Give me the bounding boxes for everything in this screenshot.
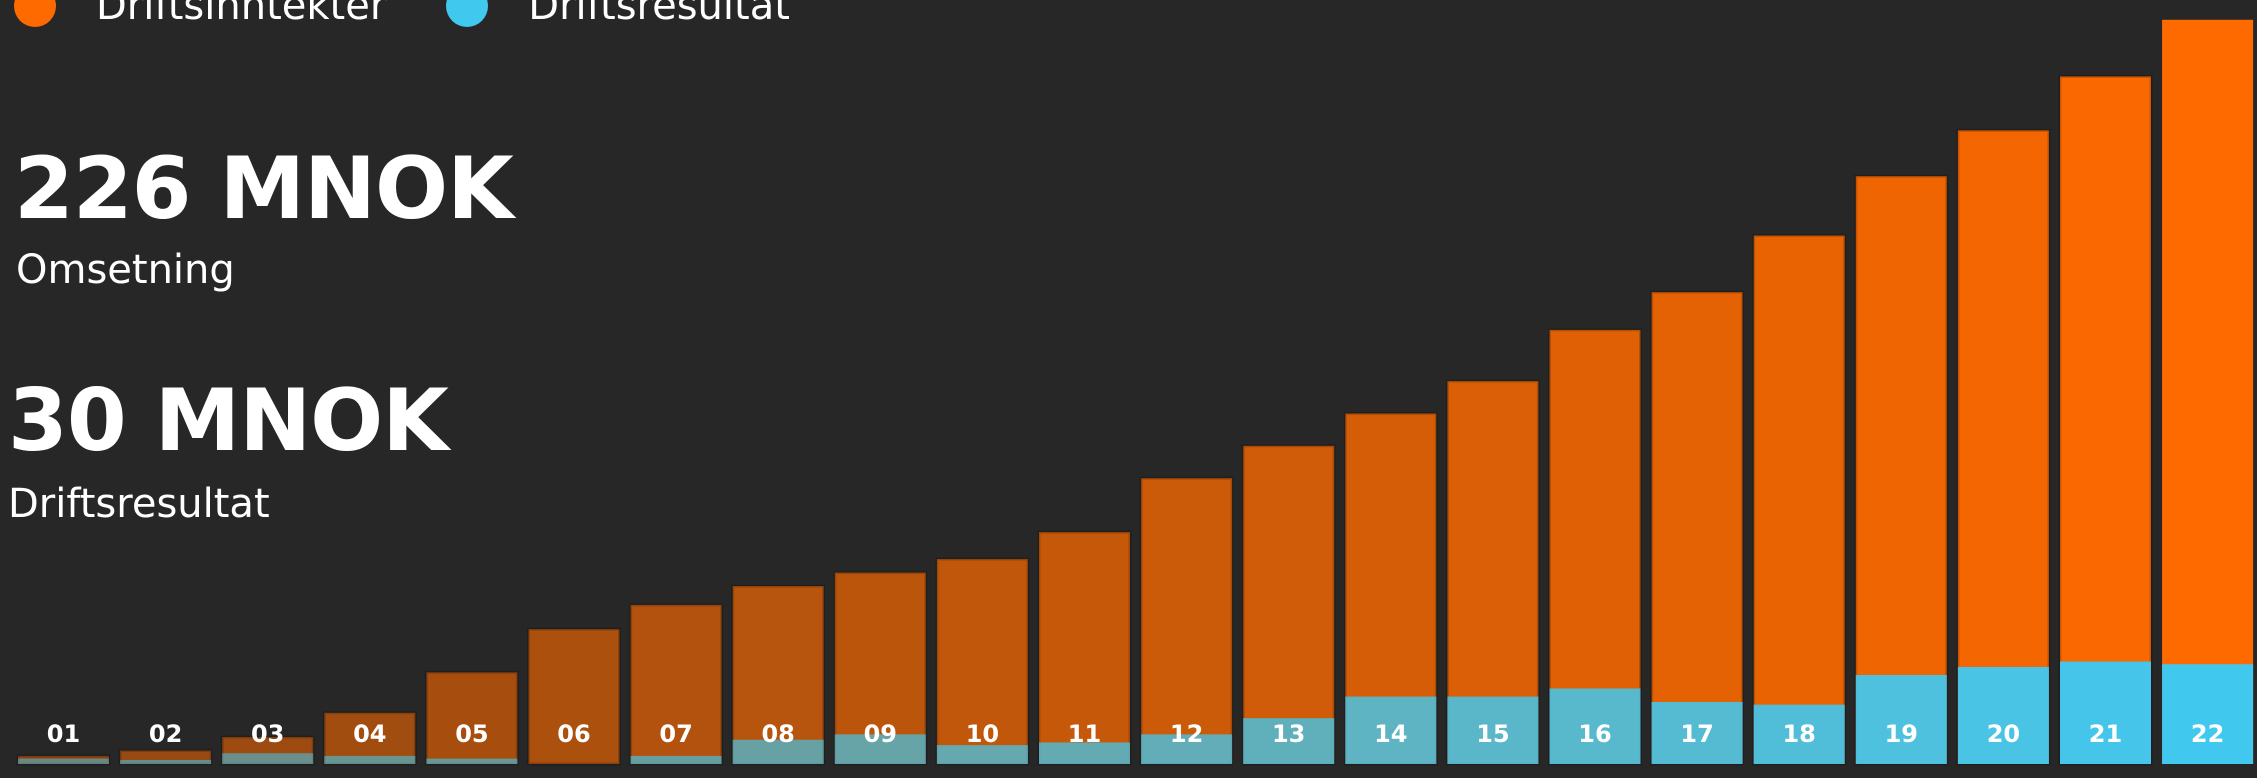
x-tick-label: 12	[1170, 720, 1203, 748]
bar-group-06: 06	[527, 627, 621, 766]
bar-group-07: 07	[629, 603, 724, 766]
x-tick-label: 09	[864, 720, 897, 748]
operating-result-kpi-value: 30 MNOK	[8, 371, 449, 471]
x-tick-label: 02	[149, 720, 182, 748]
revenue-kpi-value: 226 MNOK	[14, 139, 514, 239]
result-bar	[18, 758, 109, 764]
bar-group-19: 19	[1854, 174, 1949, 766]
x-tick-label: 05	[455, 720, 488, 748]
legend-item-driftsresultat: Driftsresultat	[446, 0, 790, 29]
x-tick-label: 07	[659, 720, 692, 748]
bar-group-17: 17	[1650, 290, 1745, 766]
bar-group-15: 15	[1445, 379, 1540, 766]
bar-group-10: 10	[935, 557, 1030, 766]
x-tick-label: 11	[1068, 720, 1101, 748]
x-tick-label: 13	[1272, 720, 1305, 748]
result-bar	[834, 734, 926, 764]
result-bar	[1651, 701, 1743, 764]
result-bar	[2162, 664, 2254, 764]
result-bar	[1957, 666, 2049, 764]
result-bar	[1855, 675, 1947, 764]
bar-group-04: 04	[322, 711, 417, 766]
result-bar	[1753, 704, 1845, 764]
revenue-bar	[424, 670, 519, 766]
bar-group-12: 12	[1139, 476, 1234, 766]
result-bar	[120, 759, 212, 764]
x-tick-label: 20	[1987, 720, 2020, 748]
result-bar	[2060, 661, 2151, 764]
revenue-bar	[1037, 530, 1132, 766]
revenue-bar	[731, 584, 826, 766]
x-tick-label: 08	[761, 720, 794, 748]
x-tick-label: 10	[966, 720, 999, 748]
bar-group-01: 01	[16, 720, 111, 766]
x-tick-label: 16	[1578, 720, 1611, 748]
revenue-bar	[2162, 19, 2254, 765]
x-tick-label: 04	[353, 720, 386, 748]
bar-group-08: 08	[731, 584, 826, 766]
chart-legend: Driftsinntekter Driftsresultat	[14, 0, 850, 36]
revenue-bar	[1650, 290, 1745, 766]
revenue-bar	[527, 627, 621, 766]
bar-group-18: 18	[1752, 234, 1847, 766]
result-bar	[1039, 742, 1130, 764]
result-bar	[936, 745, 1028, 764]
legend-item-driftsinntekter: Driftsinntekter	[14, 0, 386, 29]
result-bar	[426, 758, 518, 764]
revenue-bar	[1241, 444, 1336, 766]
result-bar	[630, 755, 722, 764]
bar-group-03: 03	[220, 720, 315, 766]
bar-group-20: 20	[1956, 128, 2051, 766]
bar-group-13: 13	[1241, 444, 1336, 766]
bar-group-09: 09	[833, 571, 928, 766]
x-tick-label: 01	[47, 720, 80, 748]
result-bar	[1345, 696, 1437, 764]
result-bar	[324, 755, 416, 764]
legend-label: Driftsresultat	[528, 0, 790, 29]
x-tick-label: 19	[1885, 720, 1918, 748]
revenue-bar	[2058, 74, 2153, 766]
result-bar	[1447, 696, 1539, 764]
operating-result-kpi-label: Driftsresultat	[8, 481, 270, 527]
result-bar	[1243, 718, 1335, 764]
x-tick-label: 14	[1374, 720, 1407, 748]
x-tick-label: 17	[1680, 720, 1713, 748]
result-bar	[732, 739, 824, 764]
x-tick-label: 06	[557, 720, 590, 748]
bar-group-14: 14	[1343, 411, 1438, 766]
revenue-bar	[1752, 234, 1847, 766]
bar-group-16: 16	[1548, 328, 1642, 766]
x-tick-label: 22	[2191, 720, 2224, 748]
revenue-kpi-label: Omsetning	[16, 247, 235, 293]
result-bar	[222, 753, 314, 764]
x-tick-label: 18	[1782, 720, 1815, 748]
bar-group-02: 02	[118, 720, 213, 766]
bar-group-05: 05	[424, 670, 519, 766]
legend-label: Driftsinntekter	[96, 0, 387, 29]
bar-group-21: 21	[2058, 74, 2153, 766]
x-tick-label: 15	[1476, 720, 1509, 748]
bar-group-11: 11	[1037, 530, 1132, 766]
result-bar	[1549, 688, 1641, 764]
x-tick-label: 03	[251, 720, 284, 748]
result-bar	[1141, 734, 1233, 764]
x-tick-label: 21	[2089, 720, 2122, 748]
bar-group-22: 22	[2162, 19, 2254, 765]
